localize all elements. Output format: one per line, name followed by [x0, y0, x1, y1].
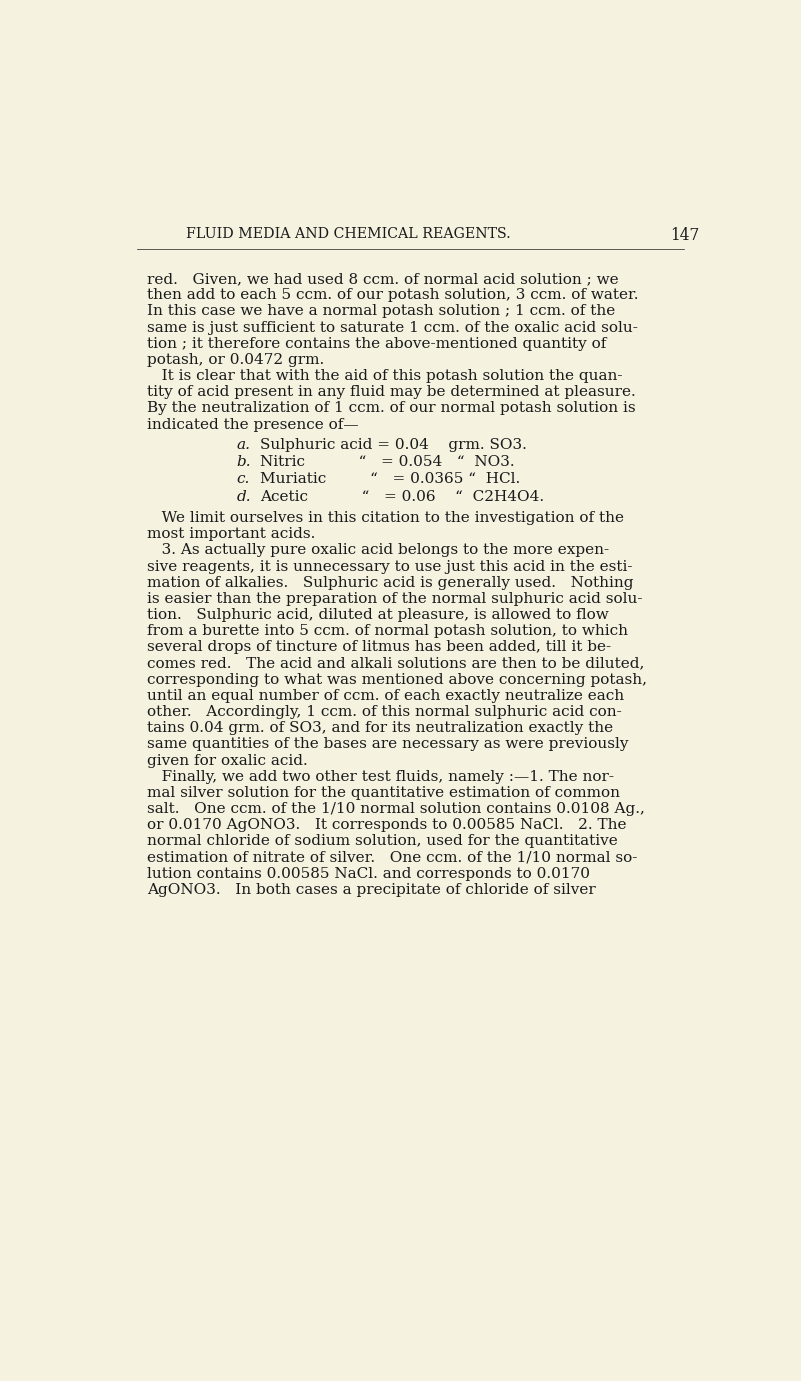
Text: tains 0.04 grm. of SO3, and for its neutralization exactly the: tains 0.04 grm. of SO3, and for its neut… — [147, 721, 613, 735]
Text: same is just sufficient to saturate 1 ccm. of the oxalic acid solu-: same is just sufficient to saturate 1 cc… — [147, 320, 638, 334]
Text: tion.   Sulphuric acid, diluted at pleasure, is allowed to flow: tion. Sulphuric acid, diluted at pleasur… — [147, 608, 609, 621]
Text: Sulphuric acid = 0.04    grm. SO3.: Sulphuric acid = 0.04 grm. SO3. — [260, 438, 527, 452]
Text: Acetic           “   = 0.06    “  C2H4O4.: Acetic “ = 0.06 “ C2H4O4. — [260, 490, 545, 504]
Text: a.: a. — [237, 438, 251, 452]
Text: mation of alkalies.   Sulphuric acid is generally used.   Nothing: mation of alkalies. Sulphuric acid is ge… — [147, 576, 633, 590]
Text: given for oxalic acid.: given for oxalic acid. — [147, 754, 308, 768]
Text: corresponding to what was mentioned above concerning potash,: corresponding to what was mentioned abov… — [147, 673, 646, 686]
Text: d.: d. — [237, 490, 252, 504]
Text: tion ; it therefore contains the above-mentioned quantity of: tion ; it therefore contains the above-m… — [147, 337, 606, 351]
Text: estimation of nitrate of silver.   One ccm. of the 1/10 normal so-: estimation of nitrate of silver. One ccm… — [147, 851, 637, 865]
Text: In this case we have a normal potash solution ; 1 ccm. of the: In this case we have a normal potash sol… — [147, 304, 615, 319]
Text: from a burette into 5 ccm. of normal potash solution, to which: from a burette into 5 ccm. of normal pot… — [147, 624, 628, 638]
Text: then add to each 5 ccm. of our potash solution, 3 ccm. of water.: then add to each 5 ccm. of our potash so… — [147, 289, 638, 302]
Text: 147: 147 — [670, 228, 699, 244]
Text: Muriatic         “   = 0.0365 “  HCl.: Muriatic “ = 0.0365 “ HCl. — [260, 472, 521, 486]
Text: AgONO3.   In both cases a precipitate of chloride of silver: AgONO3. In both cases a precipitate of c… — [147, 882, 595, 896]
Text: several drops of tincture of litmus has been added, till it be-: several drops of tincture of litmus has … — [147, 641, 611, 655]
Text: same quantities of the bases are necessary as were previously: same quantities of the bases are necessa… — [147, 737, 628, 751]
Text: is easier than the preparation of the normal sulphuric acid solu-: is easier than the preparation of the no… — [147, 592, 642, 606]
Text: Finally, we add two other test fluids, namely :—1. The nor-: Finally, we add two other test fluids, n… — [147, 769, 614, 783]
Text: other.   Accordingly, 1 ccm. of this normal sulphuric acid con-: other. Accordingly, 1 ccm. of this norma… — [147, 706, 622, 720]
Text: or 0.0170 AgONO3.   It corresponds to 0.00585 NaCl.   2. The: or 0.0170 AgONO3. It corresponds to 0.00… — [147, 818, 626, 833]
Text: mal silver solution for the quantitative estimation of common: mal silver solution for the quantitative… — [147, 786, 620, 800]
Text: until an equal number of ccm. of each exactly neutralize each: until an equal number of ccm. of each ex… — [147, 689, 624, 703]
Text: Nitric           “   = 0.054   “  NO3.: Nitric “ = 0.054 “ NO3. — [260, 456, 515, 470]
Text: salt.   One ccm. of the 1/10 normal solution contains 0.0108 Ag.,: salt. One ccm. of the 1/10 normal soluti… — [147, 802, 645, 816]
Text: most important acids.: most important acids. — [147, 528, 315, 541]
Text: potash, or 0.0472 grm.: potash, or 0.0472 grm. — [147, 354, 324, 367]
Text: indicated the presence of—: indicated the presence of— — [147, 417, 358, 431]
Text: c.: c. — [237, 472, 250, 486]
Text: lution contains 0.00585 NaCl. and corresponds to 0.0170: lution contains 0.00585 NaCl. and corres… — [147, 867, 590, 881]
Text: comes red.   The acid and alkali solutions are then to be diluted,: comes red. The acid and alkali solutions… — [147, 656, 644, 671]
Text: It is clear that with the aid of this potash solution the quan-: It is clear that with the aid of this po… — [147, 369, 622, 383]
Text: FLUID MEDIA AND CHEMICAL REAGENTS.: FLUID MEDIA AND CHEMICAL REAGENTS. — [186, 228, 511, 242]
Text: By the neutralization of 1 ccm. of our normal potash solution is: By the neutralization of 1 ccm. of our n… — [147, 402, 635, 416]
Text: red.   Given, we had used 8 ccm. of normal acid solution ; we: red. Given, we had used 8 ccm. of normal… — [147, 272, 618, 286]
Text: tity of acid present in any fluid may be determined at pleasure.: tity of acid present in any fluid may be… — [147, 385, 635, 399]
Text: We limit ourselves in this citation to the investigation of the: We limit ourselves in this citation to t… — [147, 511, 624, 525]
Text: sive reagents, it is unnecessary to use just this acid in the esti-: sive reagents, it is unnecessary to use … — [147, 559, 632, 573]
Text: b.: b. — [237, 456, 252, 470]
Text: normal chloride of sodium solution, used for the quantitative: normal chloride of sodium solution, used… — [147, 834, 618, 848]
Text: 3. As actually pure oxalic acid belongs to the more expen-: 3. As actually pure oxalic acid belongs … — [147, 544, 609, 558]
